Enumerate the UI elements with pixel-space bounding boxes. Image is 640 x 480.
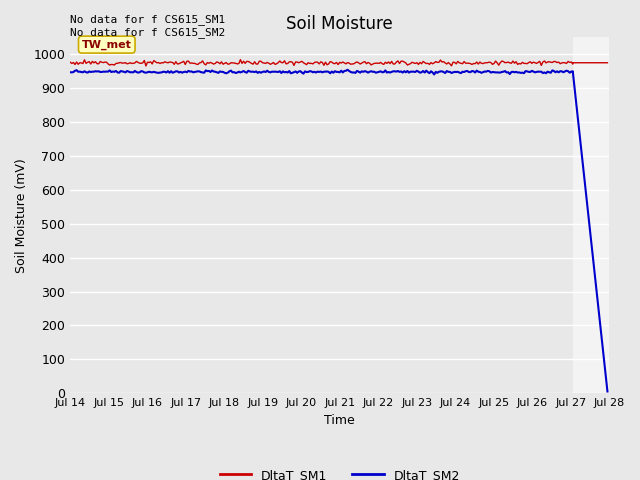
Bar (573, 37, 609, 393)
Text: TW_met: TW_met (82, 39, 132, 50)
X-axis label: Time: Time (324, 414, 355, 427)
Y-axis label: Soil Moisture (mV): Soil Moisture (mV) (15, 158, 28, 273)
Title: Soil Moisture: Soil Moisture (287, 15, 393, 33)
Legend: DltaT_SM1, DltaT_SM2: DltaT_SM1, DltaT_SM2 (214, 464, 465, 480)
Text: No data for f CS615_SM1
No data for f CS615_SM2: No data for f CS615_SM1 No data for f CS… (70, 14, 225, 38)
